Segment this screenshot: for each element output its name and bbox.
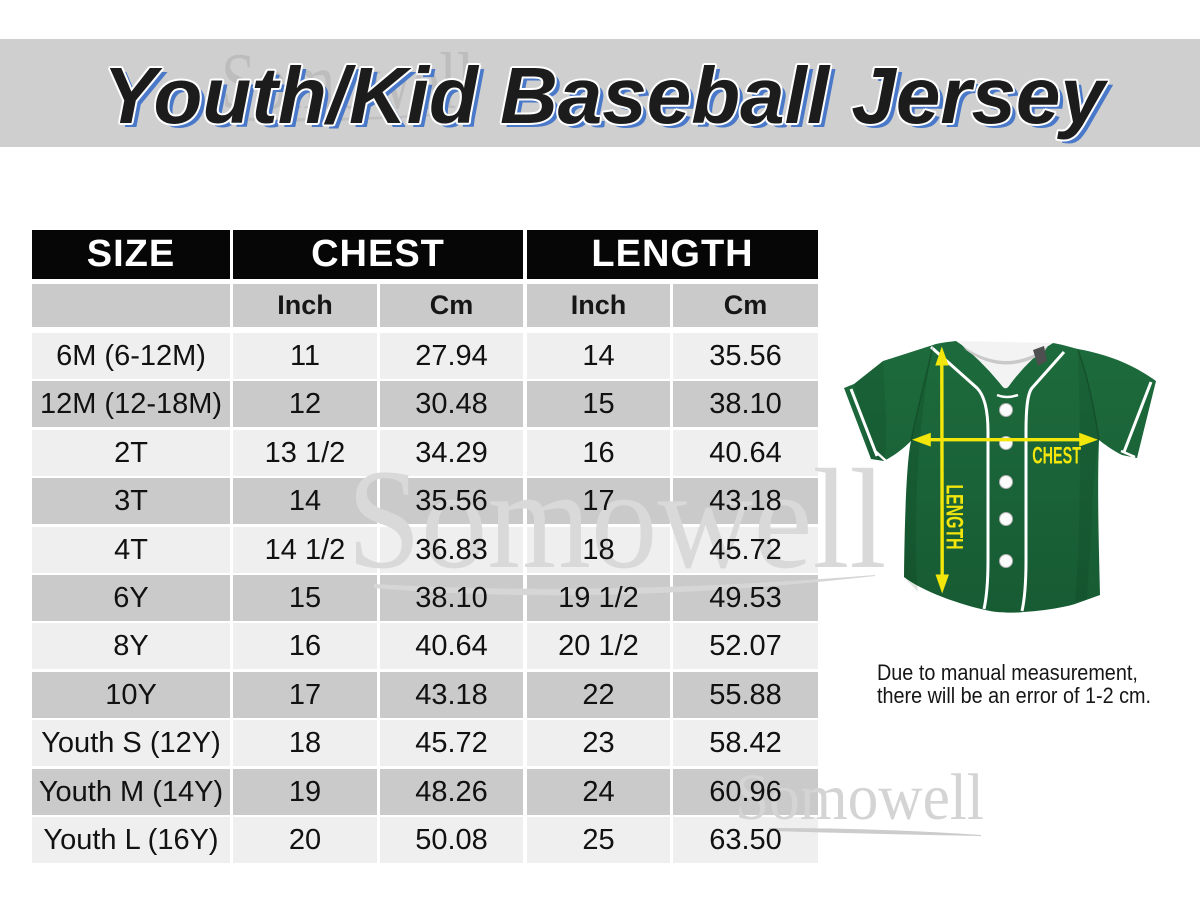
svg-text:LENGTH: LENGTH (940, 484, 966, 549)
svg-text:CHEST: CHEST (1032, 443, 1081, 470)
